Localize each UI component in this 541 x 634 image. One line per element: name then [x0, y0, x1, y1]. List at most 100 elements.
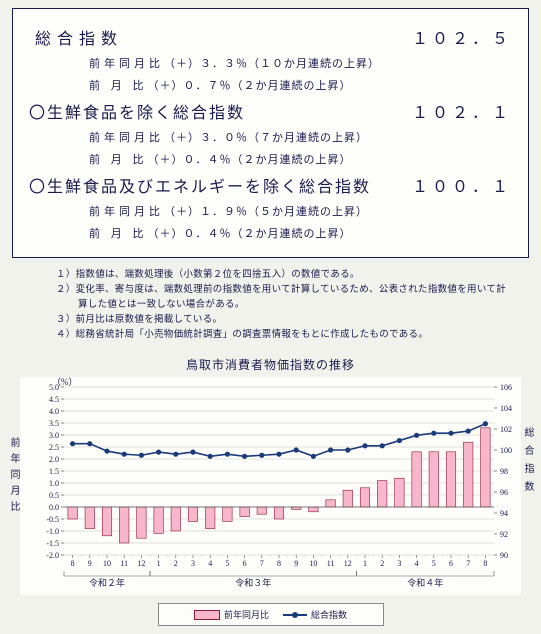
bar — [360, 488, 369, 507]
notes-block: １）指数値は、端数処理後（小数第２位を四捨五入）の数値である。２）変化率、寄与度… — [8, 268, 533, 342]
bar — [85, 507, 94, 529]
bar — [395, 478, 404, 507]
svg-text:6: 6 — [449, 559, 453, 568]
line-marker — [259, 453, 264, 458]
svg-text:令和３年: 令和３年 — [235, 577, 271, 588]
svg-text:3.0: 3.0 — [49, 431, 59, 440]
bar — [119, 507, 128, 543]
svg-text:102: 102 — [500, 425, 512, 434]
line-marker — [242, 454, 247, 459]
summary-row: 〇生鮮食品及びエネルギーを除く総合指数１００．１ — [29, 173, 512, 197]
svg-text:10: 10 — [103, 559, 111, 568]
svg-text:3: 3 — [397, 559, 401, 568]
svg-text:9: 9 — [88, 559, 92, 568]
line-marker — [483, 421, 488, 426]
svg-text:106: 106 — [500, 383, 512, 392]
bar — [154, 507, 163, 533]
svg-text:-1.5: -1.5 — [46, 539, 59, 548]
svg-text:11: 11 — [327, 559, 335, 568]
svg-text:8: 8 — [277, 559, 281, 568]
chart-svg: -2.0-1.5-1.0-0.50.00.51.01.52.02.53.03.5… — [20, 377, 534, 595]
bar — [463, 442, 472, 507]
line-marker — [208, 454, 213, 459]
summary-title: 〇生鮮食品を除く総合指数 — [29, 99, 245, 123]
bar — [223, 507, 232, 521]
bar — [102, 507, 111, 536]
svg-text:4.0: 4.0 — [49, 407, 59, 416]
bar — [68, 507, 77, 519]
bar — [446, 452, 455, 507]
svg-text:11: 11 — [120, 559, 128, 568]
summary-sub: 前 月 比（＋）０．４％（２か月連続の上昇） — [29, 151, 512, 167]
summary-value: １０２．１ — [412, 99, 512, 123]
line-marker — [466, 429, 471, 434]
line-marker — [225, 452, 230, 457]
note-line: １）指数値は、端数処理後（小数第２位を四捨五入）の数値である。 — [56, 268, 515, 282]
bar — [240, 507, 249, 517]
svg-text:96: 96 — [500, 488, 508, 497]
svg-text:0.0: 0.0 — [49, 503, 59, 512]
svg-text:98: 98 — [500, 467, 508, 476]
svg-text:5: 5 — [432, 559, 436, 568]
svg-text:100: 100 — [500, 446, 512, 455]
svg-text:8: 8 — [483, 559, 487, 568]
summary-sub: 前年同月比（＋）１．９％（５か月連続の上昇） — [29, 203, 512, 219]
line-marker — [397, 438, 402, 443]
svg-text:3: 3 — [191, 559, 195, 568]
svg-text:12: 12 — [344, 559, 352, 568]
line-marker — [87, 441, 92, 446]
bar-swatch-icon — [194, 610, 220, 620]
note-line: ２）変化率、寄与度は、端数処理前の指数値を用いて計算しているため、公表された指数… — [56, 283, 515, 312]
line-swatch-icon — [283, 614, 307, 616]
bar — [326, 500, 335, 507]
line-marker — [362, 443, 367, 448]
svg-text:4: 4 — [415, 559, 419, 568]
svg-text:2: 2 — [380, 559, 384, 568]
summary-row: 〇生鮮食品を除く総合指数 １０２．１ — [29, 99, 512, 123]
svg-text:12: 12 — [137, 559, 145, 568]
svg-text:92: 92 — [500, 530, 508, 539]
svg-text:2: 2 — [174, 559, 178, 568]
summary-value: １０２．５ — [412, 25, 512, 49]
svg-text:1: 1 — [157, 559, 161, 568]
svg-text:2.5: 2.5 — [49, 443, 59, 452]
svg-text:4: 4 — [208, 559, 212, 568]
svg-text:-1.0: -1.0 — [46, 527, 59, 536]
chart-area: （%） 前年同月比 総合指数 -2.0-1.5-1.0-0.50.00.51.0… — [20, 377, 521, 595]
bar — [188, 507, 197, 521]
svg-text:令和４年: 令和４年 — [407, 577, 443, 588]
chart-title: 鳥取市消費者物価指数の推移 — [8, 356, 533, 373]
line-marker — [70, 441, 75, 446]
legend-bar: 前年同月比 — [194, 608, 269, 621]
svg-text:1.5: 1.5 — [49, 467, 59, 476]
bar — [309, 507, 318, 512]
summary-sub: 前 月 比（＋）０．４％（２か月連続の上昇） — [29, 225, 512, 241]
svg-text:1.0: 1.0 — [49, 479, 59, 488]
line-marker — [122, 452, 127, 457]
line-marker — [380, 443, 385, 448]
svg-text:6: 6 — [243, 559, 247, 568]
svg-text:-2.0: -2.0 — [46, 551, 59, 560]
bar — [274, 507, 283, 519]
summary-sub: 前 月 比（＋）０．７％（２か月連続の上昇） — [29, 77, 512, 93]
line-marker — [104, 449, 109, 454]
line-marker — [276, 452, 281, 457]
line-marker — [190, 450, 195, 455]
note-line: ３）前月比は原数値を掲載している。 — [56, 313, 515, 327]
svg-text:8: 8 — [71, 559, 75, 568]
svg-text:0.5: 0.5 — [49, 491, 59, 500]
line-marker — [156, 450, 161, 455]
svg-text:7: 7 — [260, 559, 264, 568]
svg-text:5: 5 — [225, 559, 229, 568]
note-line: ４）総務省統計局「小売物価統計調査」の調査票情報をもとに作成したものである。 — [56, 328, 515, 342]
legend: 前年同月比 総合指数 — [158, 603, 384, 626]
line-marker — [345, 448, 350, 453]
bar — [429, 452, 438, 507]
bar — [171, 507, 180, 531]
summary-title: 総合指数 — [29, 25, 123, 49]
summary-row: 総合指数 １０２．５ — [29, 25, 512, 49]
summary-title: 〇生鮮食品及びエネルギーを除く総合指数 — [29, 173, 371, 197]
bar — [257, 507, 266, 514]
summary-sub: 前年同月比（＋）３．０％（７か月連続の上昇） — [29, 129, 512, 145]
svg-text:1: 1 — [363, 559, 367, 568]
